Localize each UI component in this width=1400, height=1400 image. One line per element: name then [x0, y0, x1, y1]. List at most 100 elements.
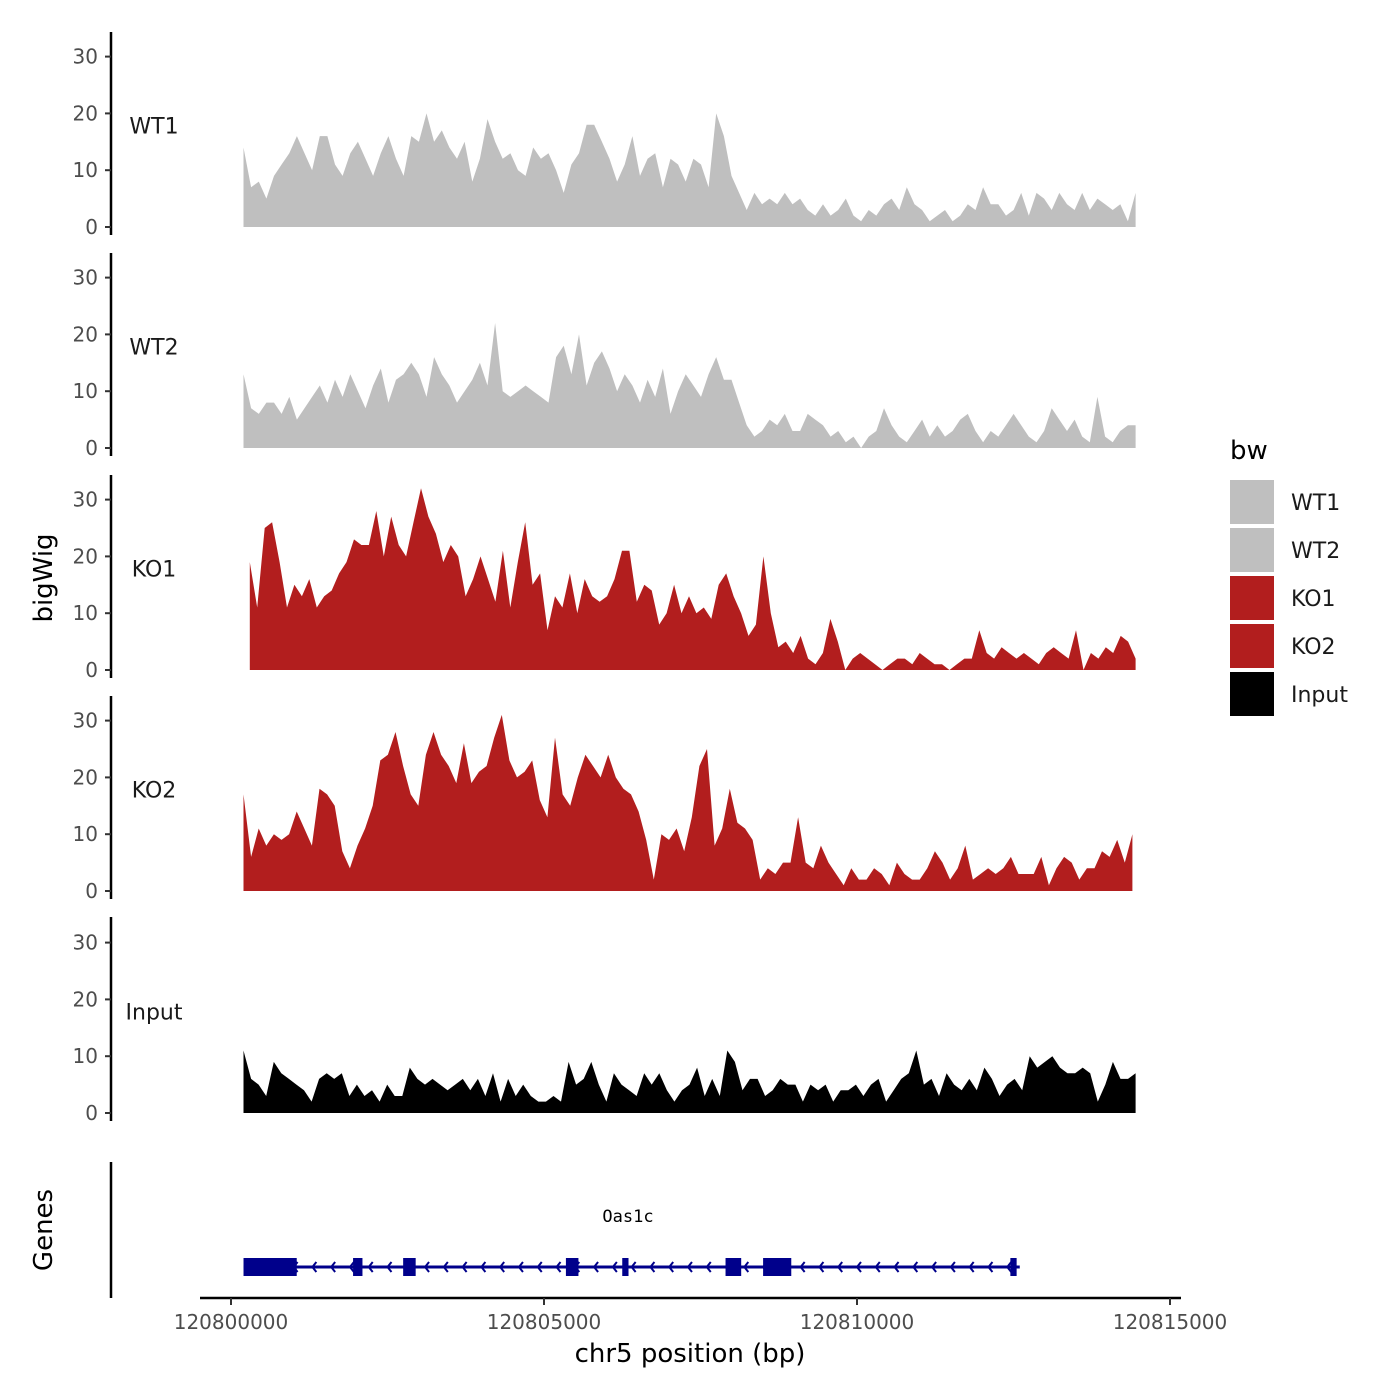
coverage-area-ko1	[249, 488, 1136, 670]
y-tick-label: 20	[73, 765, 98, 789]
strand-arrow-icon	[461, 1261, 468, 1273]
strand-arrow-icon	[498, 1261, 505, 1273]
legend-swatch-ko2	[1230, 624, 1274, 668]
legend-label-ko1: KO1	[1291, 587, 1336, 612]
strand-arrow-icon	[855, 1261, 862, 1273]
strand-arrow-icon	[442, 1261, 449, 1273]
track-wt1: 0 10 20 30 WT1	[73, 32, 1136, 239]
coverage-area-ko2	[243, 714, 1133, 891]
strand-arrow-icon	[348, 1261, 355, 1273]
coverage-area-wt2	[243, 323, 1136, 448]
gene-exon	[763, 1258, 792, 1276]
strand-arrow-icon	[874, 1261, 881, 1273]
strand-arrow-icon	[311, 1261, 318, 1273]
x-tick-label: 120805000	[487, 1310, 602, 1334]
x-tick-label: 120810000	[800, 1310, 915, 1334]
track-ko1: 0 10 20 30 KO1	[73, 475, 1136, 682]
y-tick-label: 30	[73, 709, 98, 733]
y-tick-label: 20	[73, 544, 98, 568]
legend-swatch-wt1	[1230, 480, 1274, 524]
legend-label-wt1: WT1	[1291, 491, 1340, 516]
strand-arrow-icon	[930, 1261, 937, 1273]
strand-arrow-icon	[968, 1261, 975, 1273]
y-tick-label: 20	[73, 987, 98, 1011]
coverage-area-wt1	[243, 113, 1136, 227]
gene-exon	[725, 1258, 742, 1276]
x-axis-title: chr5 position (bp)	[575, 1339, 806, 1369]
strand-arrow-icon	[592, 1261, 599, 1273]
strand-arrow-icon	[480, 1261, 487, 1273]
legend-swatch-ko1	[1230, 576, 1274, 620]
y-tick-label: 10	[73, 822, 98, 846]
strand-arrow-icon	[799, 1261, 806, 1273]
y-tick-label: 10	[73, 601, 98, 625]
strand-arrow-icon	[836, 1261, 844, 1273]
legend-label-wt2: WT2	[1291, 539, 1340, 564]
x-axis: 120800000 120805000 120810000 120815000	[174, 1296, 1228, 1334]
strand-arrow-icon	[367, 1261, 374, 1273]
legend-title: bw	[1230, 436, 1268, 466]
gene-exon	[622, 1258, 629, 1276]
strand-arrow-icon	[893, 1261, 900, 1273]
gene-exon	[243, 1258, 297, 1276]
y-tick-label: 20	[73, 322, 98, 346]
x-tick-label: 120800000	[174, 1310, 289, 1334]
strand-arrow-icon	[611, 1261, 618, 1273]
y-tick-label: 0	[85, 658, 98, 682]
strand-arrow-icon	[630, 1261, 637, 1273]
strand-arrow-icon	[517, 1261, 524, 1273]
y-tick-label: 0	[85, 215, 98, 239]
y-tick-label: 10	[73, 1044, 98, 1068]
gene-exon	[403, 1258, 416, 1276]
strand-arrow-icon	[705, 1261, 712, 1273]
track-ko2: 0 10 20 30 KO2	[73, 696, 1133, 903]
coverage-area-input	[243, 1050, 1136, 1113]
track-label-ko1: KO1	[132, 557, 177, 582]
track-label-ko2: KO2	[132, 778, 177, 803]
track-label-input: Input	[126, 1000, 183, 1025]
y-tick-label: 0	[85, 1101, 98, 1125]
gene-exon	[1010, 1258, 1017, 1276]
track-label-wt2: WT2	[129, 335, 178, 360]
y-tick-label: 20	[73, 101, 98, 125]
gene-model-oas1c	[243, 1258, 1020, 1276]
strand-arrow-icon	[987, 1261, 994, 1273]
legend-swatch-input	[1230, 672, 1274, 716]
coverage-tracks: 0 10 20 30 WT1 0 10 20 30 WT2 0 10 20 30 KO1 0 10 20 30 KO2…	[73, 32, 1136, 1125]
track-input: 0 10 20 30 Input	[73, 917, 1136, 1125]
y-tick-label: 10	[73, 379, 98, 403]
legend: bw WT1 WT2 KO1 KO2 Input	[1230, 436, 1348, 716]
legend-label-ko2: KO2	[1291, 635, 1336, 660]
y-tick-label: 30	[73, 45, 98, 69]
gene-track-title: Genes	[29, 1189, 59, 1271]
strand-arrow-icon	[912, 1261, 919, 1273]
gene-exon	[565, 1258, 579, 1276]
strand-arrow-icon	[329, 1261, 336, 1273]
strand-arrow-icon	[1005, 1261, 1013, 1273]
gene-track-panel: Genes Oas1c	[29, 1162, 1020, 1298]
x-tick-label: 120815000	[1113, 1310, 1228, 1334]
y-tick-label: 30	[73, 931, 98, 955]
strand-arrow-icon	[743, 1261, 750, 1273]
y-tick-label: 0	[85, 879, 98, 903]
y-tick-label: 30	[73, 488, 98, 512]
strand-arrow-icon	[667, 1261, 674, 1273]
gene-name-label: Oas1c	[602, 1207, 653, 1227]
legend-swatch-wt2	[1230, 528, 1274, 572]
strand-arrow-icon	[649, 1261, 656, 1273]
strand-arrow-icon	[818, 1261, 825, 1273]
strand-arrow-icon	[536, 1261, 543, 1273]
strand-arrow-icon	[555, 1261, 562, 1273]
legend-label-input: Input	[1291, 683, 1348, 708]
strand-arrow-icon	[949, 1261, 956, 1273]
y-tick-label: 30	[73, 266, 98, 290]
track-wt2: 0 10 20 30 WT2	[73, 253, 1136, 460]
track-label-wt1: WT1	[129, 114, 178, 139]
strand-arrow-icon	[386, 1261, 393, 1273]
gene-exon	[353, 1258, 363, 1276]
strand-arrow-icon	[686, 1261, 693, 1273]
y-tick-label: 10	[73, 158, 98, 182]
y-tick-label: 0	[85, 436, 98, 460]
strand-arrow-icon	[423, 1261, 430, 1273]
